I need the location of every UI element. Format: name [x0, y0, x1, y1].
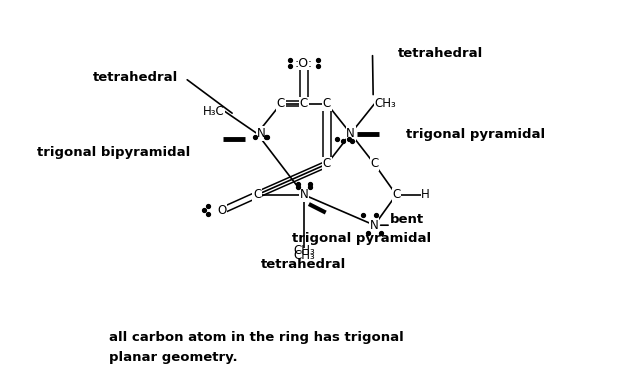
Text: trigonal pyramidal: trigonal pyramidal	[406, 128, 545, 141]
Text: N: N	[256, 127, 265, 140]
Text: tetrahedral: tetrahedral	[398, 47, 484, 60]
Text: C: C	[392, 188, 401, 201]
Text: C: C	[276, 97, 285, 111]
Text: N: N	[346, 127, 355, 140]
Text: tetrahedral: tetrahedral	[261, 257, 346, 271]
Text: H₃C: H₃C	[203, 105, 225, 118]
Text: all carbon atom in the ring has trigonal: all carbon atom in the ring has trigonal	[109, 331, 404, 344]
Text: trigonal pyramidal: trigonal pyramidal	[292, 232, 431, 245]
Text: :O:: :O:	[295, 56, 313, 70]
Text: C: C	[323, 157, 331, 171]
Text: C: C	[323, 97, 331, 111]
Text: trigonal bipyramidal: trigonal bipyramidal	[37, 145, 191, 159]
Text: O: O	[217, 204, 226, 217]
Text: bent: bent	[389, 213, 424, 226]
Text: CH₃: CH₃	[293, 249, 314, 262]
Text: CH₃: CH₃	[374, 97, 396, 111]
Text: CH₃: CH₃	[293, 244, 314, 257]
Text: C: C	[300, 97, 308, 111]
Text: N: N	[370, 219, 379, 232]
Text: C: C	[253, 188, 261, 201]
Text: N: N	[300, 188, 308, 201]
Text: H: H	[421, 188, 430, 201]
Text: C: C	[370, 157, 379, 171]
Text: tetrahedral: tetrahedral	[92, 70, 178, 84]
Text: planar geometry.: planar geometry.	[109, 351, 238, 364]
